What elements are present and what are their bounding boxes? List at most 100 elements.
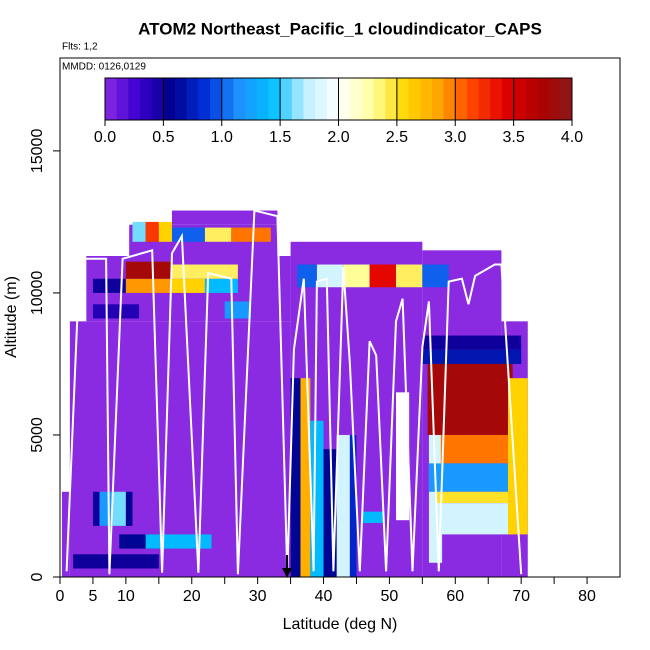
heatmap-cell <box>435 491 522 504</box>
colorbar-tick-label: 0.5 <box>152 129 174 146</box>
heatmap-cell <box>172 227 205 242</box>
heatmap-cell <box>158 221 172 242</box>
colorbar-tick-label: 4.0 <box>561 129 583 146</box>
heatmap-cell <box>145 534 212 549</box>
x-axis-label: Latitude (deg N) <box>283 616 398 633</box>
colorbar-step <box>548 78 561 120</box>
colorbar-step <box>350 78 363 120</box>
colorbar-step <box>256 78 269 120</box>
colorbar-step <box>443 78 456 120</box>
x-tick-label: 20 <box>183 588 201 605</box>
heatmap <box>61 209 528 577</box>
colorbar-tick-label: 3.5 <box>503 129 525 146</box>
y-tick-label: 10000 <box>29 271 46 316</box>
arrow <box>282 555 292 578</box>
colorbar-step <box>140 78 153 120</box>
colorbar-step <box>303 78 316 120</box>
colorbar-step <box>420 78 433 120</box>
plot-frame <box>59 57 621 578</box>
heatmap-cell <box>349 434 357 577</box>
colorbar-step <box>455 78 468 120</box>
heatmap-cell <box>343 264 370 288</box>
heatmap-cell <box>422 264 449 288</box>
colorbar-step <box>245 78 258 120</box>
heatmap-cell <box>145 221 159 242</box>
y-tick-label: 0 <box>29 572 46 581</box>
x-tick-label: 5 <box>88 588 97 605</box>
colorbar-tick-label: 3.0 <box>444 129 466 146</box>
colorbar-step <box>513 78 526 120</box>
heatmap-cell <box>435 503 515 535</box>
heatmap-cell <box>316 264 344 288</box>
colorbar-step <box>536 78 550 120</box>
heatmap-cell <box>369 264 396 288</box>
heatmap-cell <box>172 278 205 293</box>
colorbar-step <box>490 78 503 120</box>
annotation: MMDD: 0126,0129 <box>62 62 146 73</box>
colorbar-tick-label: 2.0 <box>327 129 349 146</box>
heatmap-cell <box>92 304 140 319</box>
x-tick-label: 80 <box>578 588 596 605</box>
colorbar-step <box>560 78 573 120</box>
y-tick-label: 15000 <box>29 129 46 174</box>
heatmap-cell <box>396 392 410 521</box>
heatmap-cell <box>336 434 350 577</box>
chart-title: ATOM2 Northeast_Pacific_1 cloudindicator… <box>138 19 542 38</box>
colorbar-step <box>501 78 515 120</box>
colorbar-step <box>431 78 445 120</box>
colorbar-step <box>163 78 176 120</box>
heatmap-cell <box>231 227 271 242</box>
colorbar-step <box>128 78 141 120</box>
colorbar-step <box>175 78 188 120</box>
colorbar-step <box>326 78 339 120</box>
colorbar-step <box>221 78 234 120</box>
colorbar-tick-label: 1.5 <box>269 129 291 146</box>
colorbar-step <box>385 78 398 120</box>
heatmap-cell <box>112 491 126 526</box>
subtitle: Flts: 1,2 <box>62 42 98 53</box>
x-tick-label: 50 <box>381 588 399 605</box>
colorbar-tick-label: 1.0 <box>211 129 233 146</box>
heatmap-cell <box>125 261 172 279</box>
colorbar-step <box>291 78 304 120</box>
colorbar-step <box>466 78 480 120</box>
colorbar-step <box>186 78 199 120</box>
heatmap-cell <box>290 378 301 577</box>
heatmap-cell <box>300 378 311 577</box>
x-tick-label: 10 <box>117 588 135 605</box>
x-tick-label: 40 <box>315 588 333 605</box>
heatmap-cell <box>92 278 126 293</box>
heatmap-cell <box>297 264 317 288</box>
colorbar-step <box>268 78 281 120</box>
heatmap-cell <box>363 511 383 524</box>
heatmap-cell <box>427 363 513 435</box>
colorbar-step <box>373 78 386 120</box>
colorbar-step <box>198 78 211 120</box>
x-tick-label: 30 <box>249 588 267 605</box>
heatmap-cell <box>172 210 278 225</box>
colorbar-step <box>315 78 328 120</box>
colorbar-step <box>478 78 491 120</box>
colorbar-step <box>361 78 375 120</box>
heatmap-cell <box>204 227 232 242</box>
heatmap-cell <box>132 221 146 242</box>
colorbar-tick-label: 2.5 <box>386 129 408 146</box>
colorbar-tick-label: 0.0 <box>94 129 116 146</box>
overlay: 0 5 10 20 30 40 50 60 70 80 0 5000 10000 15000 0.0 0.5 1… <box>29 77 596 605</box>
colorbar-step <box>105 78 118 120</box>
y-axis-label: Altitude (m) <box>3 276 20 358</box>
heatmap-cell <box>396 264 423 288</box>
heatmap-cell <box>172 264 238 279</box>
colorbar-step <box>396 78 410 120</box>
colorbar-step <box>280 78 293 120</box>
heatmap-cell <box>92 491 100 526</box>
colorbar-step <box>116 78 129 120</box>
heatmap-cell <box>125 491 133 526</box>
heatmap-cell <box>440 434 522 464</box>
x-tick-label: 70 <box>512 588 530 605</box>
colorbar-step <box>338 78 351 120</box>
heatmap-cell <box>204 278 238 293</box>
heatmap-cell <box>125 278 172 293</box>
